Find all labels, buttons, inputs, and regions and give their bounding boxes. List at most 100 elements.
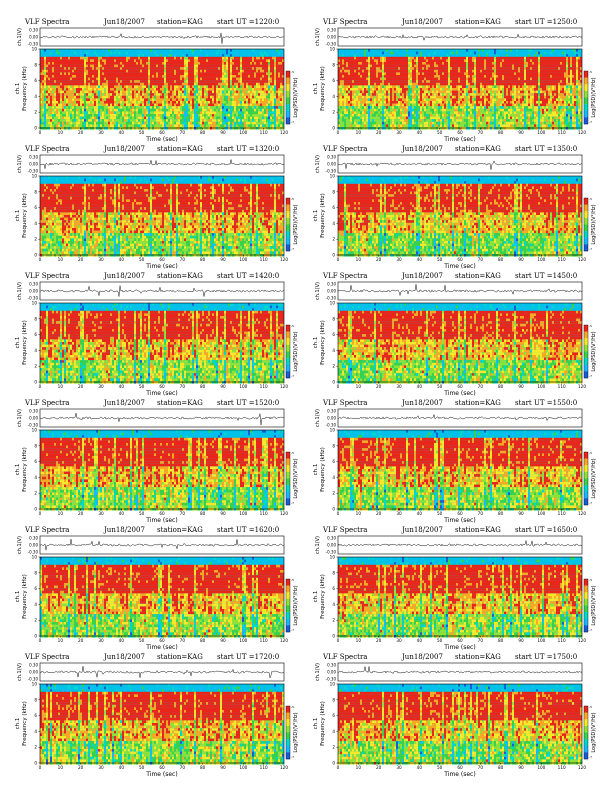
spectrogram-cell bbox=[46, 75, 48, 78]
spectrogram-cell bbox=[392, 62, 394, 65]
spectrogram-cell bbox=[282, 62, 284, 65]
spectrogram-cell bbox=[386, 103, 388, 107]
spectrogram-cell bbox=[260, 106, 262, 109]
spectrogram-cell bbox=[280, 101, 282, 104]
spectrogram-cell bbox=[136, 59, 138, 62]
spectrogram-cell bbox=[98, 98, 100, 101]
spectrogram-cell bbox=[42, 121, 44, 125]
spectrogram-cell bbox=[134, 77, 136, 81]
spectrogram-cell bbox=[424, 77, 426, 81]
spectrogram-cell bbox=[64, 106, 66, 109]
spectrogram-cell bbox=[246, 93, 248, 96]
spectrogram-cell bbox=[62, 85, 64, 88]
spectrogram-cell bbox=[70, 95, 72, 99]
spectrogram-cell bbox=[264, 62, 266, 65]
spectrogram-cell bbox=[266, 121, 268, 125]
spectrogram-cell bbox=[60, 119, 62, 122]
spectrogram-cell bbox=[352, 88, 354, 91]
spectrogram-cell bbox=[416, 62, 418, 65]
spectrogram-cell bbox=[264, 85, 266, 88]
spectrogram-cell bbox=[80, 75, 82, 78]
spectrogram-cell bbox=[354, 67, 356, 70]
spectrogram-cell bbox=[260, 62, 262, 65]
spectrogram-cell bbox=[238, 108, 240, 112]
spectrogram-cell bbox=[50, 82, 52, 86]
spectrogram-cell bbox=[86, 56, 88, 60]
spectrogram-cell bbox=[74, 82, 76, 86]
spectrogram-cell bbox=[146, 108, 148, 112]
spectrogram-cell bbox=[414, 82, 416, 86]
spectrogram-cell bbox=[80, 67, 82, 70]
spectrogram-cell bbox=[218, 95, 220, 99]
spectrogram-cell bbox=[270, 114, 272, 117]
spectrogram-cell bbox=[72, 111, 74, 114]
spectrogram-cell bbox=[270, 108, 272, 112]
spectrogram-cell bbox=[260, 80, 262, 83]
spectrogram-cell bbox=[238, 106, 240, 109]
spectrogram-cell bbox=[70, 62, 72, 65]
spectrogram-cell bbox=[262, 80, 264, 83]
spectrogram-cell bbox=[44, 119, 46, 122]
spectrogram-cell bbox=[434, 69, 436, 73]
spectrogram-cell bbox=[218, 116, 220, 120]
spectrogram-cell bbox=[74, 121, 76, 125]
spectrogram-cell bbox=[92, 101, 94, 104]
spectrogram-cell bbox=[220, 101, 222, 104]
spectrogram-cell bbox=[272, 67, 274, 70]
spectrogram-cell bbox=[150, 98, 152, 101]
spectrogram-cell bbox=[278, 119, 280, 122]
spectrogram-cell bbox=[148, 88, 150, 91]
spectrogram-cell bbox=[266, 85, 268, 88]
spectrogram-cell bbox=[136, 90, 138, 94]
spectrogram-cell bbox=[116, 124, 118, 127]
spectrogram-cell bbox=[86, 80, 88, 83]
spectrogram-cell bbox=[364, 95, 366, 99]
spectrogram-cell bbox=[350, 121, 352, 125]
spectrogram-cell bbox=[66, 103, 68, 107]
spectrogram-cell bbox=[174, 82, 176, 86]
spectrogram-cell bbox=[118, 77, 120, 81]
spectrogram-cell bbox=[70, 119, 72, 122]
spectrogram-cell bbox=[134, 69, 136, 73]
spectrogram-cell bbox=[138, 98, 140, 101]
spectrogram-cell bbox=[276, 111, 278, 114]
spectrogram-cell bbox=[436, 77, 438, 81]
spectrogram-cell bbox=[128, 119, 130, 122]
spectrogram-cell bbox=[278, 54, 280, 57]
spectrogram-cell bbox=[272, 106, 274, 109]
spectrogram-cell bbox=[392, 119, 394, 122]
spectrogram-cell bbox=[366, 64, 368, 68]
spectrogram-cell bbox=[414, 93, 416, 96]
spectrogram-cell bbox=[232, 111, 234, 114]
spectrogram-cell bbox=[216, 103, 218, 107]
spectrogram-cell bbox=[170, 127, 172, 130]
spectrogram-cell bbox=[136, 85, 138, 88]
spectrogram-cell bbox=[402, 111, 404, 114]
spectrogram-cell bbox=[428, 95, 430, 99]
spectrogram-cell bbox=[212, 114, 214, 117]
spectrogram-cell bbox=[282, 54, 284, 57]
spectrogram-cell bbox=[124, 119, 126, 122]
spectrogram-cell bbox=[110, 85, 112, 88]
spectrogram-cell bbox=[426, 114, 428, 117]
spectrogram-cell bbox=[416, 95, 418, 99]
spectrogram-cell bbox=[164, 121, 166, 125]
spectrogram-cell bbox=[164, 95, 166, 99]
spectrogram-cell bbox=[426, 103, 428, 107]
spectrogram-cell bbox=[422, 67, 424, 70]
spectrogram-cell bbox=[106, 119, 108, 122]
spectrogram-cell bbox=[242, 67, 244, 70]
spectrogram-cell bbox=[420, 77, 422, 81]
spectrogram-cell bbox=[416, 119, 418, 122]
spectrogram-cell bbox=[214, 59, 216, 62]
spectrogram-cell bbox=[156, 95, 158, 99]
spectrogram-cell bbox=[208, 88, 210, 91]
spectrogram-cell bbox=[232, 90, 234, 94]
spectrogram-cell bbox=[376, 116, 378, 120]
spectrogram-cell bbox=[348, 103, 350, 107]
spectrogram-cell bbox=[80, 103, 82, 107]
spectrogram-cell bbox=[230, 54, 232, 57]
spectrogram-cell bbox=[56, 75, 58, 78]
spectrogram-cell bbox=[216, 106, 218, 109]
spectrogram-cell bbox=[178, 114, 180, 117]
